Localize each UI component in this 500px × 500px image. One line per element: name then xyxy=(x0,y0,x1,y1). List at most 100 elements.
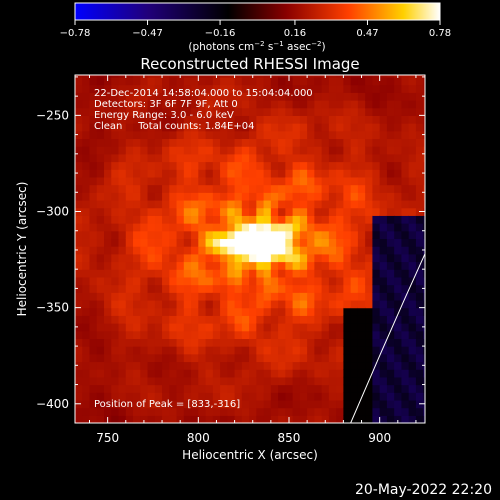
heatmap-cell xyxy=(415,138,424,147)
heatmap-cell xyxy=(321,107,330,116)
heatmap-cell xyxy=(154,369,163,378)
heatmap-cell xyxy=(89,207,98,216)
heatmap-cell xyxy=(118,223,127,232)
heatmap-cell xyxy=(343,230,352,240)
heatmap-cell xyxy=(321,153,330,163)
heatmap-cell xyxy=(394,346,403,355)
heatmap-cell xyxy=(357,184,366,193)
heatmap-cell xyxy=(96,338,105,347)
heatmap-cell xyxy=(176,269,185,278)
heatmap-cell xyxy=(104,153,112,163)
heatmap-cell xyxy=(350,146,359,155)
heatmap-cell xyxy=(285,192,294,201)
heatmap-cell xyxy=(343,176,352,186)
heatmap-cell xyxy=(241,376,250,386)
heatmap-cell xyxy=(241,392,250,401)
heatmap-cell xyxy=(249,415,257,423)
heatmap-cell xyxy=(176,92,185,101)
heatmap-cell xyxy=(256,207,265,216)
heatmap-cell xyxy=(270,346,279,355)
heatmap-cell xyxy=(82,384,91,393)
heatmap-cell xyxy=(147,115,156,124)
heatmap-cell xyxy=(241,230,250,240)
heatmap-cell xyxy=(183,407,192,416)
heatmap-cell xyxy=(365,384,374,393)
heatmap-cell xyxy=(234,92,243,101)
heatmap-cell xyxy=(147,338,156,347)
heatmap-cell xyxy=(415,123,424,132)
heatmap-cell xyxy=(205,346,214,355)
heatmap-cell xyxy=(147,323,156,332)
heatmap-cell xyxy=(154,92,163,101)
heatmap-cell xyxy=(118,75,127,78)
heatmap-cell xyxy=(401,284,410,293)
heatmap-cell xyxy=(278,315,286,324)
heatmap-cell xyxy=(263,199,272,209)
heatmap-cell xyxy=(263,284,272,293)
heatmap-cell xyxy=(285,184,294,193)
heatmap-cell xyxy=(133,307,141,316)
colorbar-tick-label: 0.16 xyxy=(284,28,306,39)
heatmap-cell xyxy=(379,384,388,393)
heatmap-cell xyxy=(140,369,149,378)
heatmap-cell xyxy=(96,407,105,416)
heatmap-cell xyxy=(104,269,112,278)
heatmap-cell xyxy=(372,184,381,193)
heatmap-cell xyxy=(415,107,424,116)
heatmap-cell xyxy=(278,415,286,423)
heatmap-cell xyxy=(423,215,425,224)
heatmap-cell xyxy=(176,330,185,340)
heatmap-cell xyxy=(379,292,388,301)
heatmap-cell xyxy=(336,184,344,193)
annotation-energy-range: Energy Range: 3.0 - 6.0 keV xyxy=(94,110,234,121)
heatmap-cell xyxy=(140,207,149,216)
heatmap-cell xyxy=(96,153,105,163)
heatmap-cell xyxy=(104,76,112,86)
heatmap-cell xyxy=(96,346,105,355)
heatmap-cell xyxy=(169,353,178,363)
heatmap-cell xyxy=(408,369,417,378)
heatmap-cell xyxy=(212,169,221,178)
heatmap-cell xyxy=(408,107,417,116)
heatmap-cell xyxy=(321,361,330,370)
heatmap-cell xyxy=(350,84,359,93)
heatmap-cell xyxy=(357,238,366,247)
heatmap-cell xyxy=(408,384,417,393)
heatmap-cell xyxy=(191,284,199,293)
heatmap-cell xyxy=(314,330,323,340)
heatmap-cell xyxy=(169,315,178,324)
heatmap-cell xyxy=(241,330,250,340)
heatmap-cell xyxy=(169,92,178,101)
heatmap-cell xyxy=(241,407,250,416)
heatmap-cell xyxy=(89,369,98,378)
heatmap-cell xyxy=(372,192,381,201)
heatmap-cell xyxy=(154,84,163,93)
heatmap-cell xyxy=(212,399,221,409)
heatmap-cell xyxy=(140,123,149,132)
heatmap-cell xyxy=(372,361,381,370)
heatmap-cell xyxy=(328,338,337,347)
heatmap-cell xyxy=(256,292,265,301)
heatmap-cell xyxy=(227,276,236,286)
heatmap-cell xyxy=(357,130,366,140)
heatmap-cell xyxy=(415,76,424,86)
heatmap-cell xyxy=(278,107,286,116)
heatmap-cell xyxy=(386,207,395,216)
heatmap-cell xyxy=(350,130,359,140)
heatmap-cell xyxy=(350,284,359,293)
heatmap-cell xyxy=(104,307,112,316)
heatmap-cell xyxy=(125,415,134,423)
heatmap-cell xyxy=(415,199,424,209)
heatmap-cell xyxy=(104,376,112,386)
heatmap-cell xyxy=(241,75,250,78)
heatmap-cell xyxy=(307,376,315,386)
heatmap-cell xyxy=(423,75,425,78)
heatmap-cell xyxy=(220,215,228,224)
heatmap-cell xyxy=(191,353,199,363)
heatmap-cell xyxy=(234,75,243,78)
heatmap-cell xyxy=(241,369,250,378)
heatmap-cell xyxy=(154,407,163,416)
heatmap-cell xyxy=(140,223,149,232)
heatmap-cell xyxy=(234,269,243,278)
heatmap-cell xyxy=(249,123,257,132)
